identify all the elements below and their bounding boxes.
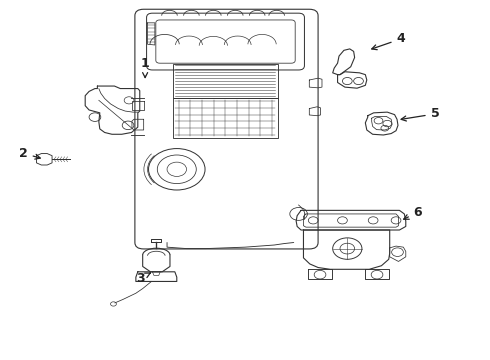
- Text: 4: 4: [372, 32, 405, 50]
- Text: 5: 5: [401, 107, 440, 121]
- Text: 6: 6: [404, 206, 422, 219]
- Text: 3: 3: [136, 272, 150, 285]
- Bar: [173, 64, 278, 98]
- Bar: [173, 98, 278, 138]
- Text: 2: 2: [19, 147, 40, 160]
- Text: 1: 1: [141, 57, 149, 78]
